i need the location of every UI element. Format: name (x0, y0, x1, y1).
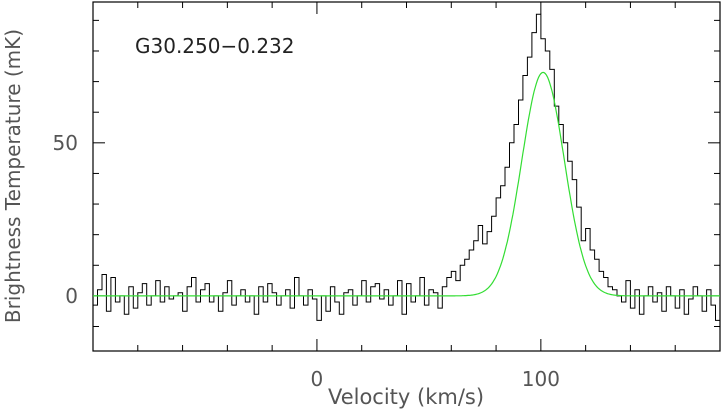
spectrum-step-series (93, 13, 720, 321)
x-tick-label: 0 (311, 367, 324, 391)
y-tick-label: 0 (65, 284, 78, 308)
y-axis-label: Brightness Temperature (mK) (1, 29, 25, 323)
source-annotation: G30.250−0.232 (135, 34, 295, 58)
x-axis-label: Velocity (km/s) (328, 385, 484, 409)
axis-tick-labels: 0 100 0 50 (53, 131, 560, 391)
axis-ticks (92, 2, 721, 351)
y-tick-label: 50 (53, 131, 78, 155)
gaussian-fit-curve (93, 71, 720, 297)
x-tick-label: 100 (522, 367, 560, 391)
